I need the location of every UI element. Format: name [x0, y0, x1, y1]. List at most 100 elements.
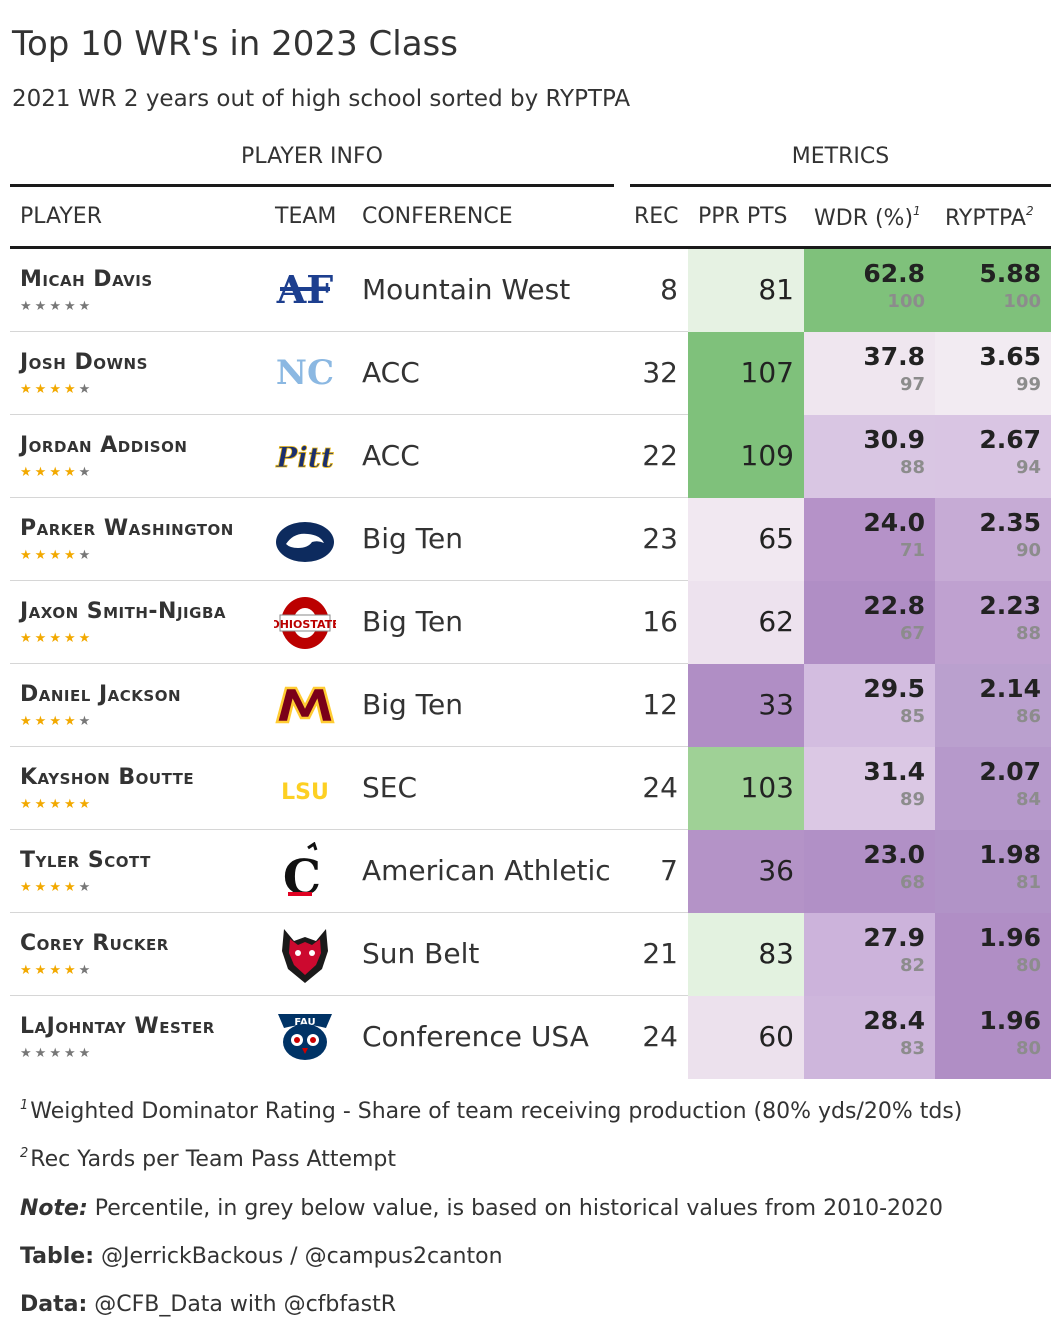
star-icon: ★	[34, 382, 50, 397]
ryptpa-percentile: 86	[1015, 706, 1041, 727]
ryptpa-percentile: 94	[1015, 457, 1041, 478]
ryptpa-percentile: 81	[1015, 872, 1041, 893]
wdr-percentile: 71	[899, 540, 925, 561]
star-icon: ★	[49, 797, 64, 812]
star-icon: ★	[20, 299, 35, 314]
wdr-cell: 29.5 85	[804, 664, 935, 747]
star-icon: ★	[34, 631, 50, 646]
footnote-1: 1Weighted Dominator Rating - Share of te…	[20, 1098, 962, 1124]
unc-logo-icon: NC	[274, 344, 336, 404]
ryptpa-value: 2.23	[979, 591, 1041, 620]
ppr-value: 65	[758, 522, 794, 555]
wdr-value: 27.9	[863, 923, 925, 952]
star-icon: ★	[49, 631, 64, 646]
star-icon: ★	[49, 963, 64, 978]
wdr-value: 30.9	[863, 425, 925, 454]
ryptpa-percentile: 88	[1015, 623, 1041, 644]
star-icon: ★	[49, 465, 64, 480]
player-name: Jaxon Smith-Njigba	[20, 599, 226, 624]
ryptpa-value: 2.67	[979, 425, 1041, 454]
wdr-value: 62.8	[863, 259, 925, 288]
star-icon: ★	[63, 797, 79, 812]
ryptpa-cell: 2.23 88	[935, 581, 1051, 664]
wdr-value: 23.0	[863, 840, 925, 869]
ryptpa-percentile: 80	[1015, 955, 1041, 976]
wdr-cell: 22.8 67	[804, 581, 935, 664]
star-icon: ★	[78, 299, 94, 314]
wdr-value: 31.4	[863, 757, 925, 786]
wdr-value: 28.4	[863, 1006, 925, 1035]
ppr-value: 62	[758, 605, 794, 638]
arkansas-state-logo-icon	[274, 925, 336, 985]
star-icon: ★	[49, 299, 64, 314]
conference-name: Conference USA	[362, 1020, 589, 1053]
ppr-cell: 109	[688, 415, 804, 498]
wdr-value: 37.8	[863, 342, 925, 371]
ryptpa-cell: 1.98 81	[935, 830, 1051, 913]
player-name: Corey Rucker	[20, 931, 169, 956]
table-row: Micah Davis ★★★★★ AF Mountain West 8 81 …	[10, 249, 1051, 332]
header-rule	[10, 246, 1051, 249]
ryptpa-value: 2.35	[979, 508, 1041, 537]
svg-text:OHIOSTATE: OHIOSTATE	[274, 618, 336, 631]
star-icon: ★	[63, 880, 79, 895]
recruit-stars: ★★★★★	[20, 1046, 93, 1061]
table-credit-label: Table:	[20, 1244, 95, 1269]
column-header-ryptpa: RYPTPA2	[945, 204, 1034, 231]
svg-text:Pitt: Pitt	[275, 441, 334, 474]
table-row: Kayshon Boutte ★★★★★ LSU SEC 24 103 31.4…	[10, 747, 1051, 830]
column-header-wdr: WDR (%)1	[814, 204, 921, 231]
svg-text:FAU: FAU	[294, 1017, 315, 1028]
ppr-cell: 83	[688, 913, 804, 996]
ppr-value: 107	[740, 356, 794, 389]
rec-value: 22	[642, 439, 678, 472]
wdr-cell: 27.9 82	[804, 913, 935, 996]
ryptpa-cell: 2.35 90	[935, 498, 1051, 581]
recruit-stars: ★★★★★	[20, 631, 93, 646]
star-icon: ★	[49, 714, 64, 729]
wdr-cell: 62.8 100	[804, 249, 935, 332]
star-icon: ★	[78, 382, 94, 397]
table-row: Jordan Addison ★★★★★ Pitt ACC 22 109 30.…	[10, 415, 1051, 498]
ppr-cell: 65	[688, 498, 804, 581]
star-icon: ★	[78, 714, 94, 729]
fau-logo-icon: FAU	[274, 1008, 336, 1068]
conference-name: ACC	[362, 356, 420, 389]
column-header-ryptpa-label: RYPTPA	[945, 206, 1026, 231]
wdr-cell: 24.0 71	[804, 498, 935, 581]
rec-value: 23	[642, 522, 678, 555]
ppr-value: 60	[758, 1020, 794, 1053]
player-name: Micah Davis	[20, 267, 153, 292]
ryptpa-percentile: 84	[1015, 789, 1041, 810]
ppr-cell: 60	[688, 996, 804, 1079]
footnote-1-text: Weighted Dominator Rating - Share of tea…	[30, 1099, 963, 1124]
ryptpa-cell: 2.07 84	[935, 747, 1051, 830]
pitt-logo-icon: Pitt	[274, 427, 336, 487]
star-icon: ★	[34, 299, 50, 314]
ppr-value: 103	[740, 771, 794, 804]
star-icon: ★	[20, 714, 35, 729]
air-force-logo-icon: AF	[274, 261, 336, 321]
recruit-stars: ★★★★★	[20, 382, 93, 397]
source-note-text: Percentile, in grey below value, is base…	[87, 1196, 944, 1221]
penn-state-logo-icon	[274, 510, 336, 570]
player-name: Jordan Addison	[20, 433, 188, 458]
table-subtitle: 2021 WR 2 years out of high school sorte…	[12, 86, 631, 112]
conference-name: American Athletic	[362, 854, 611, 887]
recruit-stars: ★★★★★	[20, 548, 93, 563]
column-header-ryptpa-footnote-mark: 2	[1025, 204, 1034, 218]
table-credit: Table: @JerrickBackous / @campus2canton	[20, 1244, 503, 1269]
rec-value: 7	[660, 854, 678, 887]
conference-name: Big Ten	[362, 605, 463, 638]
star-icon: ★	[49, 548, 64, 563]
spanner-player-info-rule	[10, 184, 614, 187]
ppr-cell: 36	[688, 830, 804, 913]
wdr-cell: 28.4 83	[804, 996, 935, 1079]
star-icon: ★	[34, 797, 50, 812]
star-icon: ★	[34, 548, 50, 563]
player-name: Tyler Scott	[20, 848, 151, 873]
ryptpa-cell: 1.96 80	[935, 996, 1051, 1079]
column-header-wdr-footnote-mark: 1	[913, 204, 921, 218]
table-row: Daniel Jackson ★★★★★ Big Ten 12 33 29.5 …	[10, 664, 1051, 747]
wdr-cell: 23.0 68	[804, 830, 935, 913]
